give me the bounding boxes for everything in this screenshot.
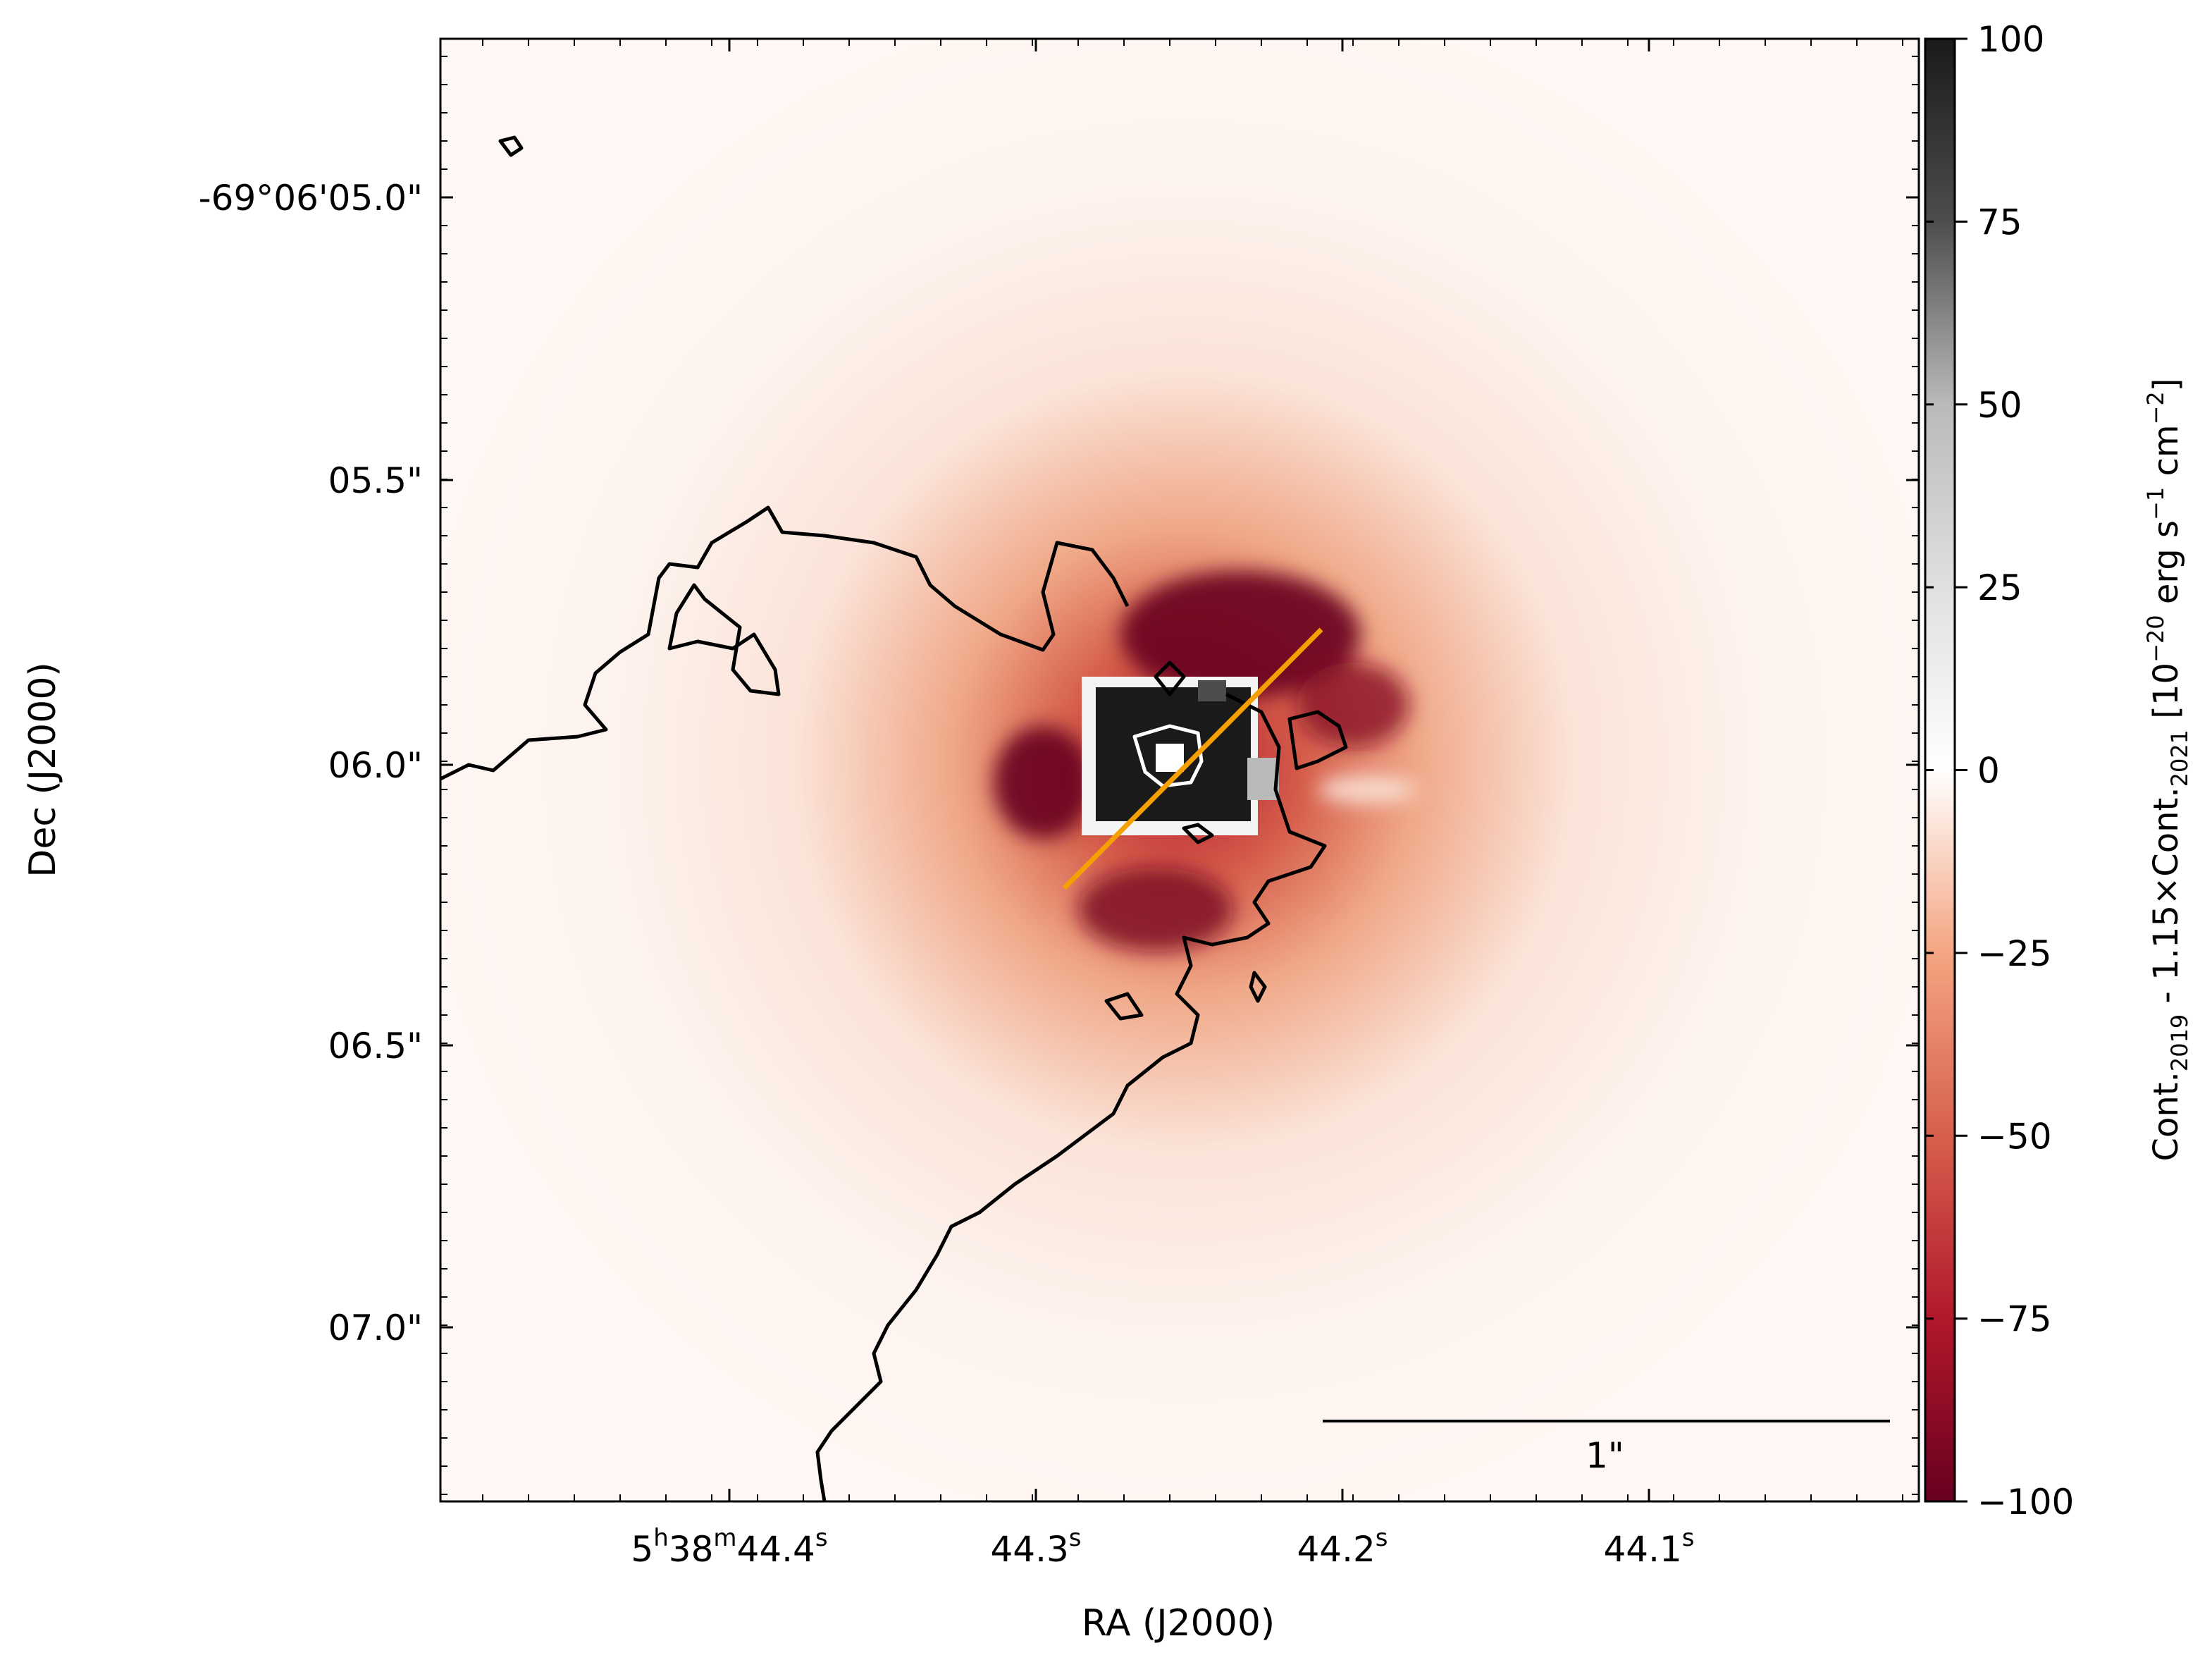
x-tick-label: 44.1s: [1603, 1524, 1694, 1570]
outer-contour: [1182, 823, 1214, 844]
y-axis-label: Dec (J2000): [22, 662, 64, 877]
outer-contour: [440, 505, 1130, 781]
image-panel: [440, 39, 1919, 1501]
y-tick-labels: -69°06'05.0" 05.5" 06.0" 06.5" 07.0": [199, 178, 423, 1348]
x-axis-label: RA (J2000): [1082, 1602, 1275, 1645]
colorbar-tick-label: −25: [1977, 933, 2052, 974]
colorbar-tick-label: 0: [1977, 751, 2000, 792]
colorbar-tick-label: 100: [1977, 19, 2044, 60]
outer-contour: [1154, 660, 1186, 696]
y-tick-label: 06.0": [328, 745, 423, 786]
colorbar: 100 75 50 25 0 −25 −50 −75 −100 Cont.2019 - 1.15…: [1924, 19, 2193, 1523]
x-tick-labels: 5h38m44.4s 44.3s 44.2s 44.1s: [631, 1524, 1694, 1570]
colorbar-tick-label: 75: [1977, 202, 2022, 242]
scale-bar-label: 1": [1586, 1435, 1624, 1476]
colorbar-tick-label: −75: [1977, 1299, 2052, 1340]
outer-contour: [667, 583, 781, 696]
plot-frame: [439, 37, 1920, 1503]
y-tick-label: 05.5": [328, 460, 423, 501]
colorbar-tick-label: 25: [1977, 567, 2022, 608]
y-tick-label: -69°06'05.0": [199, 178, 423, 219]
white-contour: [1132, 724, 1204, 788]
x-tick-label: 5h38m44.4s: [631, 1524, 827, 1570]
colorbar-tick-labels: 100 75 50 25 0 −25 −50 −75 −100: [1977, 19, 2074, 1523]
colorbar-tick-label: 50: [1977, 385, 2022, 426]
y-tick-label: 07.0": [328, 1308, 423, 1348]
outer-contour: [1104, 992, 1144, 1021]
outer-contour: [815, 692, 1327, 1501]
x-tick-label: 44.3s: [990, 1524, 1081, 1570]
contours: [440, 135, 1348, 1501]
colorbar-tick-label: −50: [1977, 1116, 2052, 1157]
scale-bar: 1": [1323, 1420, 1890, 1476]
major-ticks: [440, 39, 1919, 1501]
colorbar-label: Cont.2019 - 1.15×Cont.2021 [10−20 erg s−…: [2142, 378, 2193, 1161]
colorbar-tick-label: −100: [1977, 1482, 2074, 1523]
slit-line: [1062, 627, 1323, 890]
x-tick-label: 44.2s: [1297, 1524, 1388, 1570]
colorbar-ticks: [1925, 37, 1967, 1503]
outer-contour: [1287, 710, 1348, 770]
outer-contour: [498, 135, 524, 157]
outer-contour: [1249, 971, 1267, 1003]
y-tick-label: 06.5": [328, 1026, 423, 1066]
